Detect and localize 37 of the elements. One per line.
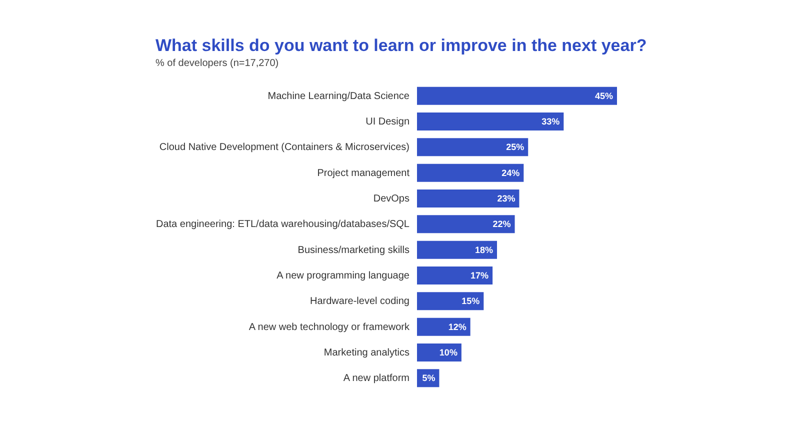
y-tick-label: A new web technology or framework xyxy=(248,322,410,333)
y-tick-label: UI Design xyxy=(366,116,410,128)
chart-title: What skills do you want to learn or improve in the next year? xyxy=(156,36,647,55)
y-tick-label: Marketing analytics xyxy=(324,348,410,358)
y-tick-label: A new platform xyxy=(343,373,410,384)
bar xyxy=(417,344,462,362)
y-tick-label: Hardware-level coding xyxy=(310,296,410,308)
y-tick-label: Machine Learning/Data Science xyxy=(268,90,410,102)
data-label: 5% xyxy=(422,373,436,384)
bar xyxy=(417,292,484,310)
bar xyxy=(417,138,528,156)
bar xyxy=(417,240,497,259)
y-tick-label: Data engineering: ETL/data warehousing/databases/SQL xyxy=(156,219,410,230)
bar xyxy=(417,266,493,284)
bar xyxy=(417,164,524,182)
data-label: 45% xyxy=(594,90,613,101)
y-tick-label: Cloud Native Development (Containers & Microservices) xyxy=(159,142,410,154)
y-tick-label: Project management xyxy=(317,168,410,179)
bar xyxy=(417,86,617,105)
bar xyxy=(417,215,515,234)
data-label: 18% xyxy=(474,244,493,255)
y-tick-label: A new programming language xyxy=(276,270,410,282)
data-label: 12% xyxy=(448,322,466,332)
y-tick-label: DevOps xyxy=(373,194,410,204)
data-label: 22% xyxy=(492,219,511,230)
bar xyxy=(417,112,564,130)
data-label: 15% xyxy=(462,296,480,306)
data-label: 23% xyxy=(497,194,516,204)
data-label: 17% xyxy=(470,270,489,280)
y-tick-label: Business/marketing skills xyxy=(298,244,410,256)
data-label: 24% xyxy=(502,168,520,178)
text: % of developers (n=17,270) xyxy=(156,58,279,69)
bar xyxy=(417,190,520,208)
data-label: 33% xyxy=(542,116,560,126)
data-label: 10% xyxy=(439,348,458,358)
data-label: 25% xyxy=(506,142,524,152)
bar xyxy=(417,318,470,336)
